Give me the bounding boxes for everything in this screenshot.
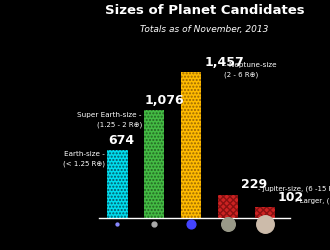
Bar: [254, 207, 275, 218]
Text: Earth-size -: Earth-size -: [64, 152, 105, 158]
Bar: [218, 194, 238, 218]
Text: Totals as of November, 2013: Totals as of November, 2013: [140, 25, 269, 34]
Text: 1,076: 1,076: [145, 94, 184, 108]
Text: Super Earth-size -: Super Earth-size -: [77, 112, 142, 118]
Bar: [218, 194, 238, 218]
Text: (2 - 6 R⊕): (2 - 6 R⊕): [224, 72, 259, 78]
Text: - Jupiter-size, (6 -15 R⊕): - Jupiter-size, (6 -15 R⊕): [258, 185, 330, 192]
Text: Sizes of Planet Candidates: Sizes of Planet Candidates: [105, 4, 304, 17]
Bar: [181, 72, 201, 218]
Bar: [107, 150, 127, 218]
Text: (< 1.25 R⊕): (< 1.25 R⊕): [63, 160, 105, 167]
Bar: [107, 150, 127, 218]
Text: - Larger, (> 15 R⊕): - Larger, (> 15 R⊕): [295, 198, 330, 204]
Bar: [181, 72, 201, 218]
Text: 674: 674: [108, 134, 134, 147]
Text: (1.25 - 2 R⊕): (1.25 - 2 R⊕): [97, 122, 142, 128]
Bar: [144, 110, 164, 218]
Bar: [254, 207, 275, 218]
Text: - Neptune-size: - Neptune-size: [224, 62, 277, 68]
Bar: [144, 110, 164, 218]
Text: 102: 102: [278, 191, 304, 204]
Text: 1,457: 1,457: [204, 56, 244, 68]
Text: 229: 229: [241, 178, 267, 192]
